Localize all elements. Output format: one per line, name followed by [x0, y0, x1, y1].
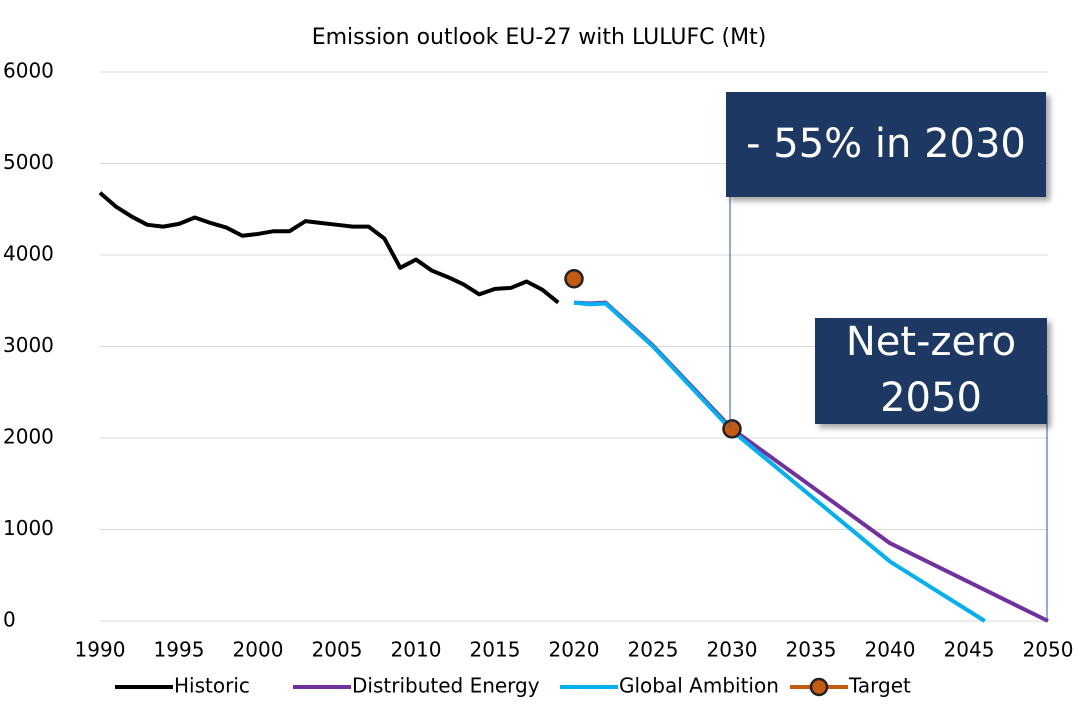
- legend-label: Global Ambition: [619, 674, 779, 698]
- x-tick-label: 2030: [707, 638, 758, 662]
- chart-title: Emission outlook EU-27 with LULUFC (Mt): [312, 25, 767, 50]
- annotation: 2050: [880, 375, 982, 421]
- y-tick-label: 5000: [3, 150, 54, 174]
- target-point: [564, 269, 584, 289]
- annotation-box: [815, 318, 1047, 424]
- legend: Historic Distributed Energy Global Ambitio…: [115, 674, 911, 698]
- y-tick-label: 1000: [3, 516, 54, 540]
- y-tick-label: 0: [3, 608, 16, 632]
- legend-label: Distributed Energy: [352, 674, 540, 698]
- y-tick-label: 4000: [3, 242, 54, 266]
- series-line: [573, 300, 986, 623]
- legend-swatch: [809, 677, 829, 697]
- y-tick-label: 3000: [3, 333, 54, 357]
- grid: 0 1000 2000 3000 4000 5000 6000 1990 1995 2000 200…: [3, 59, 1073, 662]
- y-tick-label: 2000: [3, 425, 54, 449]
- plot: [98, 191, 1049, 623]
- x-tick-label: 2005: [312, 638, 363, 662]
- series-line: [98, 191, 560, 305]
- y-tick-label: 6000: [3, 59, 54, 83]
- x-tick-label: 1995: [154, 638, 205, 662]
- x-tick-label: 2050: [1023, 638, 1074, 662]
- legend-label: Historic: [174, 674, 250, 698]
- annotation: - 55% in 2030: [746, 121, 1026, 167]
- x-tick-label: 2010: [391, 638, 442, 662]
- annotation-box: [726, 92, 1046, 197]
- legend-label: Target: [848, 674, 911, 698]
- x-tick-label: 2035: [786, 638, 837, 662]
- x-tick-label: 2020: [549, 638, 600, 662]
- target-point: [722, 419, 742, 439]
- x-tick-label: 1990: [75, 638, 126, 662]
- x-tick-label: 2040: [865, 638, 916, 662]
- x-tick-label: 2000: [233, 638, 284, 662]
- annotation: Net-zero: [846, 319, 1016, 365]
- x-tick-label: 2015: [470, 638, 521, 662]
- x-tick-label: 2025: [628, 638, 679, 662]
- x-tick-label: 2045: [944, 638, 995, 662]
